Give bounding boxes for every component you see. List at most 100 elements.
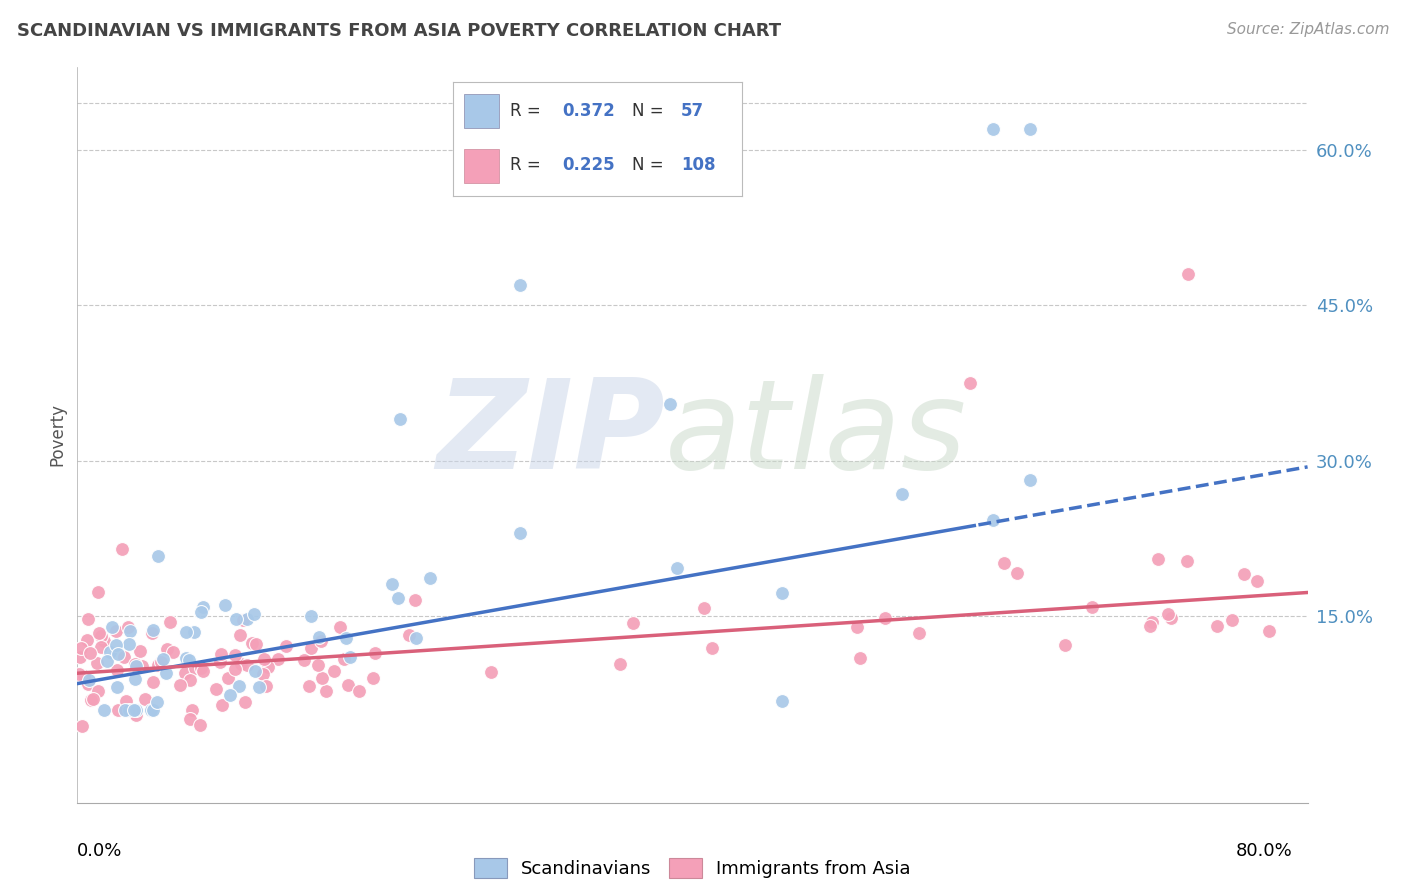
Point (87, 585, 110, 599)
Point (232, 613, 254, 627)
Point (124, 702, 146, 716)
Point (387, 591, 409, 605)
Point (96, 654, 118, 668)
Point (141, 702, 163, 716)
Point (69, 649, 91, 664)
Point (509, 277, 531, 292)
Point (276, 640, 298, 654)
Text: atlas: atlas (665, 375, 966, 495)
Point (231, 657, 253, 671)
Point (363, 646, 385, 660)
Point (236, 658, 259, 673)
Point (308, 630, 330, 644)
Point (105, 638, 128, 652)
Point (156, 641, 179, 656)
Point (142, 623, 165, 637)
Point (309, 634, 332, 648)
Point (307, 657, 329, 672)
Point (253, 652, 276, 666)
Point (89, 629, 111, 643)
Point (848, 651, 870, 665)
Point (146, 657, 169, 672)
Point (323, 665, 346, 679)
Point (398, 628, 420, 642)
Text: 0.0%: 0.0% (77, 842, 122, 860)
Point (79, 673, 101, 687)
Point (134, 692, 156, 706)
Point (118, 624, 141, 638)
Point (254, 679, 277, 693)
Point (98, 645, 121, 659)
Point (509, 525, 531, 540)
Point (981, 513, 1004, 527)
Point (1220, 613, 1243, 627)
Point (142, 702, 165, 716)
Point (155, 666, 177, 681)
Point (339, 649, 361, 664)
Point (315, 683, 337, 698)
Point (1177, 267, 1199, 281)
Point (224, 662, 246, 676)
Point (233, 694, 256, 708)
Point (190, 661, 212, 675)
Point (181, 703, 204, 717)
Point (993, 556, 1015, 570)
Point (245, 637, 267, 651)
Point (267, 652, 290, 666)
Point (1139, 618, 1161, 632)
Text: SCANDINAVIAN VS IMMIGRANTS FROM ASIA POVERTY CORRELATION CHART: SCANDINAVIAN VS IMMIGRANTS FROM ASIA POV… (17, 22, 780, 40)
Point (112, 649, 135, 664)
Text: 80.0%: 80.0% (1236, 842, 1292, 860)
Point (621, 615, 644, 630)
Point (228, 679, 250, 693)
Point (772, 694, 794, 708)
Point (405, 631, 427, 645)
Text: ZIP: ZIP (437, 375, 665, 495)
Point (100, 620, 122, 634)
Point (1140, 615, 1163, 630)
Point (311, 671, 333, 685)
Point (190, 605, 212, 619)
Point (117, 637, 139, 651)
Point (404, 593, 426, 607)
Point (190, 718, 212, 732)
Point (124, 657, 146, 671)
Point (1233, 566, 1256, 581)
Point (693, 601, 716, 615)
Point (959, 376, 981, 390)
Point (107, 647, 129, 661)
Point (225, 612, 247, 626)
Point (93, 634, 115, 648)
Point (381, 577, 404, 591)
Point (169, 678, 191, 692)
Point (236, 611, 259, 625)
Point (111, 541, 134, 556)
Point (240, 636, 263, 650)
Point (1081, 599, 1104, 614)
Point (335, 631, 357, 645)
Point (224, 648, 246, 662)
Point (1175, 554, 1198, 568)
Point (93, 702, 115, 716)
Point (125, 708, 148, 723)
Point (419, 571, 441, 585)
Point (243, 664, 266, 678)
Point (205, 682, 228, 697)
Point (105, 680, 128, 694)
Point (152, 652, 174, 666)
Point (845, 620, 868, 634)
Point (79, 646, 101, 660)
Point (141, 626, 163, 640)
Point (179, 673, 201, 687)
Point (77, 612, 100, 626)
Point (294, 653, 316, 667)
Point (104, 624, 127, 638)
Point (87, 684, 110, 698)
Point (122, 702, 145, 716)
Point (118, 702, 141, 716)
Point (174, 666, 197, 681)
Point (73, 669, 96, 683)
Point (1206, 619, 1229, 633)
Point (347, 683, 370, 698)
Point (191, 665, 214, 679)
